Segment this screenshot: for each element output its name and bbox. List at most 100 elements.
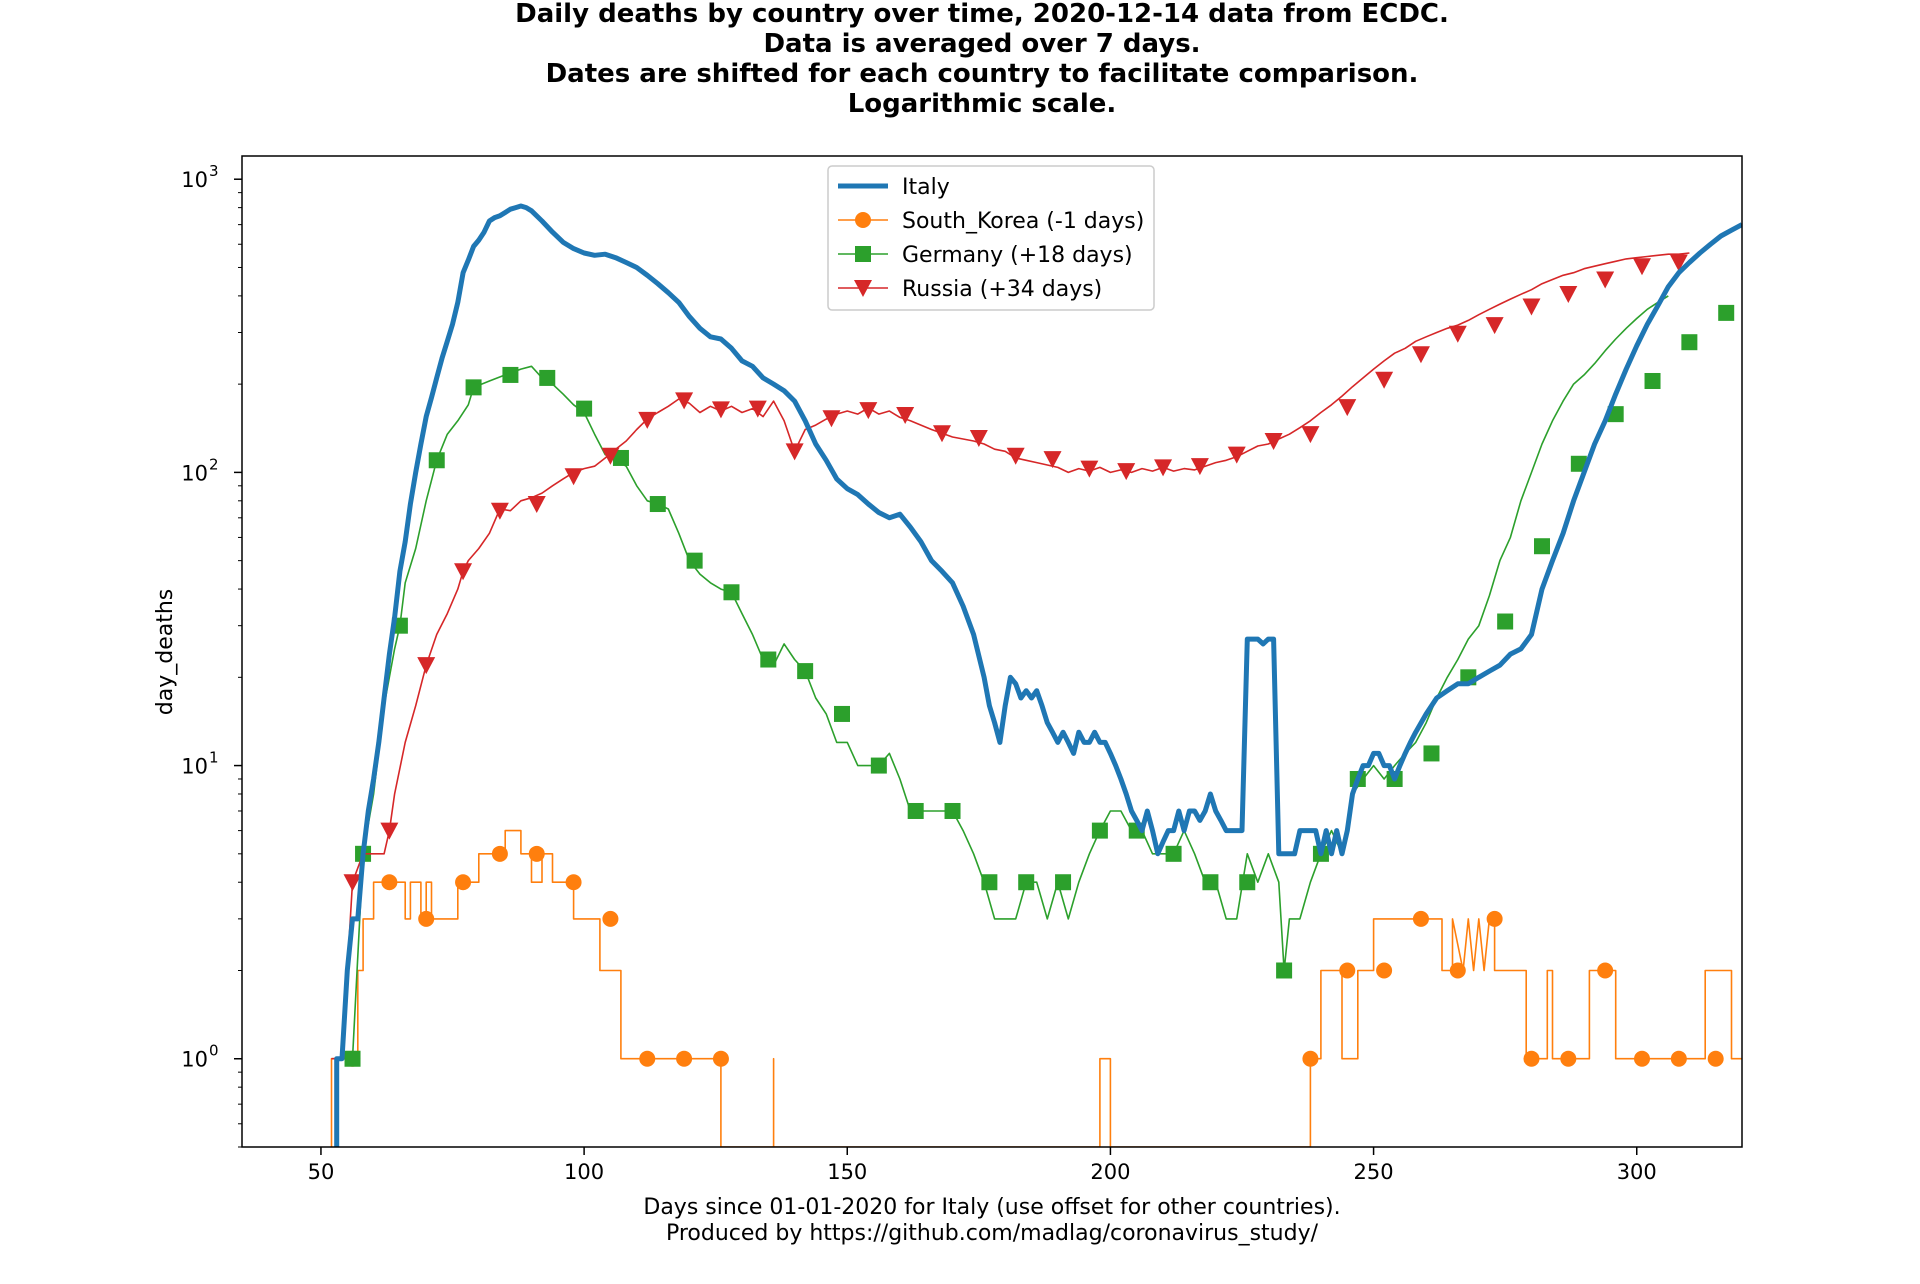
data-point-germany-18-days-32: [1497, 613, 1514, 630]
data-point-russia-34-days-24: [1227, 446, 1246, 464]
x-tick-label: 300: [1617, 1160, 1657, 1184]
data-point-russia-34-days-30: [1448, 325, 1467, 343]
legend: Italy South_Korea (-1 days) Germany (+18 d…: [827, 165, 1155, 311]
data-point-south-korea-1-days-1: [381, 874, 398, 891]
series-line-russia-34-days: [331, 252, 1690, 1060]
data-point-russia-34-days-20: [1080, 460, 1099, 478]
legend-entry-south-korea-1-days: South_Korea (-1 days): [838, 209, 1144, 234]
x-tick-label: 150: [827, 1160, 867, 1184]
data-point-russia-34-days-34: [1596, 271, 1615, 289]
data-point-south-korea-1-days-17: [1523, 1050, 1540, 1067]
data-point-russia-34-days-23: [1190, 458, 1209, 476]
title-line-2: Data is averaged over 7 days.: [763, 29, 1200, 59]
data-point-germany-18-days-23: [1165, 845, 1182, 862]
y-tick-label: 10: [181, 1048, 208, 1072]
data-point-germany-18-days-6: [539, 369, 556, 386]
legend-entry-italy: Italy: [838, 175, 950, 200]
series-line-south-korea-1-days: [330, 829, 1742, 1147]
title-line-3: Dates are shifted for each country to fa…: [546, 59, 1419, 89]
data-point-south-korea-1-days-11: [1302, 1050, 1319, 1067]
data-point-south-korea-1-days-9: [676, 1050, 693, 1067]
series-italy: [334, 203, 1742, 1147]
data-point-south-korea-1-days-8: [639, 1050, 656, 1067]
data-point-germany-18-days-12: [760, 651, 777, 668]
data-point-russia-34-days-3: [454, 563, 473, 581]
data-point-south-korea-1-days-5: [528, 845, 545, 862]
series-line-germany-18-days: [336, 295, 1669, 1060]
data-point-germany-18-days-15: [870, 757, 887, 774]
data-point-russia-34-days-7: [601, 447, 620, 465]
data-point-germany-18-days-37: [1681, 334, 1698, 351]
data-point-russia-34-days-16: [933, 425, 951, 443]
legend-swatch-marker: [855, 212, 871, 228]
data-point-south-korea-1-days-10: [712, 1050, 729, 1067]
data-point-south-korea-1-days-4: [491, 845, 508, 862]
data-point-germany-18-days-30: [1423, 745, 1440, 762]
y-tick-label: 10: [181, 755, 208, 779]
data-point-germany-18-days-16: [907, 802, 924, 819]
data-point-germany-18-days-10: [686, 552, 703, 569]
data-point-russia-34-days-25: [1264, 432, 1283, 450]
y-axis-label: day_deaths: [153, 589, 178, 715]
data-point-russia-34-days-0: [343, 874, 362, 892]
series-germany-18-days: [336, 295, 1735, 1067]
data-point-south-korea-1-days-14: [1412, 910, 1429, 927]
data-point-south-korea-1-days-22: [1707, 1050, 1724, 1067]
data-point-germany-18-days-19: [1018, 874, 1035, 891]
data-point-germany-18-days-0: [344, 1050, 361, 1067]
data-point-russia-34-days-1: [380, 822, 399, 840]
legend-label: Germany (+18 days): [902, 243, 1133, 268]
data-point-germany-18-days-14: [834, 705, 850, 722]
data-point-germany-18-days-24: [1202, 874, 1219, 891]
data-point-russia-34-days-35: [1633, 258, 1651, 276]
series-south-korea-1-days: [330, 829, 1742, 1147]
y-tick-exponent: 1: [209, 749, 219, 767]
data-point-germany-18-days-18: [981, 874, 998, 891]
data-point-russia-34-days-36: [1669, 254, 1688, 272]
data-point-south-korea-1-days-21: [1670, 1050, 1687, 1067]
data-point-russia-34-days-29: [1411, 346, 1430, 364]
data-point-germany-18-days-4: [465, 379, 482, 396]
y-tick-exponent: 0: [209, 1042, 219, 1060]
data-point-south-korea-1-days-18: [1560, 1050, 1577, 1067]
data-point-russia-34-days-14: [859, 402, 878, 420]
data-point-germany-18-days-3: [428, 452, 445, 469]
data-point-russia-34-days-32: [1522, 298, 1541, 316]
data-point-germany-18-days-34: [1570, 455, 1587, 472]
data-point-germany-18-days-17: [944, 802, 961, 819]
data-point-germany-18-days-25: [1239, 874, 1256, 891]
title-line-4: Logarithmic scale.: [848, 89, 1117, 119]
data-point-russia-34-days-33: [1559, 285, 1578, 303]
data-point-south-korea-1-days-12: [1339, 962, 1356, 979]
x-axis-label-line-1: Days since 01-01-2020 for Italy (use off…: [643, 1195, 1340, 1220]
data-point-russia-34-days-5: [527, 496, 546, 514]
data-point-germany-18-days-7: [576, 400, 593, 417]
legend-swatch-marker: [855, 246, 871, 262]
data-point-russia-34-days-21: [1117, 463, 1136, 481]
data-point-russia-34-days-12: [785, 443, 804, 461]
data-point-russia-34-days-26: [1301, 426, 1320, 444]
data-point-russia-34-days-10: [711, 401, 730, 419]
data-point-russia-34-days-22: [1154, 459, 1173, 477]
data-point-south-korea-1-days-16: [1486, 910, 1503, 927]
data-point-south-korea-1-days-3: [455, 874, 472, 891]
data-point-germany-18-days-36: [1644, 372, 1661, 389]
data-point-germany-18-days-5: [502, 366, 519, 383]
legend-label: Russia (+34 days): [902, 277, 1102, 302]
x-axis-ticks: 50 100 150 200 250 300: [308, 1147, 1657, 1184]
data-point-germany-18-days-21: [1091, 822, 1108, 839]
data-point-germany-18-days-13: [797, 663, 814, 680]
chart-title: Daily deaths by country over time, 2020-…: [515, 0, 1449, 119]
legend-entry-germany-18-days: Germany (+18 days): [838, 243, 1133, 268]
title-line-1: Daily deaths by country over time, 2020-…: [515, 0, 1449, 29]
y-tick-label: 10: [181, 168, 208, 192]
data-point-south-korea-1-days-15: [1449, 962, 1466, 979]
data-point-south-korea-1-days-13: [1376, 962, 1393, 979]
data-point-germany-18-days-9: [649, 496, 666, 513]
data-point-russia-34-days-4: [490, 502, 509, 520]
data-point-russia-34-days-2: [417, 657, 436, 675]
data-point-germany-18-days-33: [1534, 538, 1550, 555]
